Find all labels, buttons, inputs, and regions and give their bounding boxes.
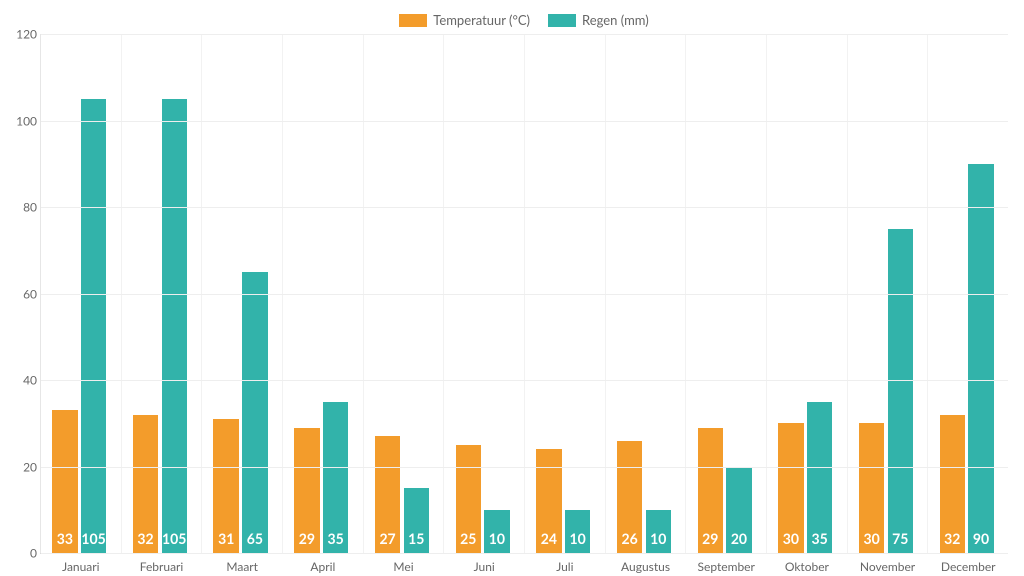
bar-value-label: 27 <box>375 530 400 547</box>
x-tick-label: Augustus <box>606 553 686 574</box>
bar-value-label: 35 <box>807 530 832 547</box>
gridline <box>41 467 1008 468</box>
bar-rain: 20 <box>726 467 751 554</box>
bar-rain: 75 <box>888 229 913 553</box>
bar-rain: 105 <box>81 99 106 553</box>
bar-rain: 35 <box>323 402 348 553</box>
x-tick-label: November <box>848 553 928 574</box>
bar-rain: 65 <box>242 272 267 553</box>
x-tick-label: Juli <box>525 553 605 574</box>
bar-temperature: 30 <box>778 423 803 553</box>
bar-rain: 90 <box>968 164 993 553</box>
y-tick-label: 0 <box>9 546 37 561</box>
bar-value-label: 10 <box>484 530 509 547</box>
bar-temperature: 30 <box>859 423 884 553</box>
bar-value-label: 15 <box>404 530 429 547</box>
bar-value-label: 33 <box>52 530 77 547</box>
gridline <box>41 553 1008 554</box>
gridline <box>41 294 1008 295</box>
bar-value-label: 30 <box>859 530 884 547</box>
bar-temperature: 31 <box>213 419 238 553</box>
bar-value-label: 31 <box>213 530 238 547</box>
y-tick-label: 80 <box>9 200 37 215</box>
bar-temperature: 24 <box>536 449 561 553</box>
bar-value-label: 25 <box>456 530 481 547</box>
bar-temperature: 32 <box>133 415 158 553</box>
y-tick-label: 20 <box>9 459 37 474</box>
bar-value-label: 20 <box>726 530 751 547</box>
bar-value-label: 29 <box>294 530 319 547</box>
gridline <box>41 380 1008 381</box>
legend-item-rain: Regen (mm) <box>548 12 649 28</box>
legend-swatch-rain <box>548 14 576 27</box>
bar-value-label: 105 <box>162 530 187 547</box>
bar-value-label: 105 <box>81 530 106 547</box>
bar-temperature: 26 <box>617 441 642 553</box>
bar-value-label: 30 <box>778 530 803 547</box>
climate-chart: Temperatuur (°C) Regen (mm) 33105Januari… <box>0 0 1024 576</box>
bar-rain: 10 <box>646 510 671 553</box>
legend-item-temp: Temperatuur (°C) <box>399 12 530 28</box>
x-tick-label: Februari <box>122 553 202 574</box>
x-tick-label: Januari <box>41 553 121 574</box>
legend-label-temp: Temperatuur (°C) <box>433 12 530 28</box>
bar-value-label: 35 <box>323 530 348 547</box>
bar-temperature: 33 <box>52 410 77 553</box>
y-tick-label: 120 <box>9 27 37 42</box>
bar-value-label: 10 <box>565 530 590 547</box>
bar-value-label: 32 <box>940 530 965 547</box>
x-tick-label: Maart <box>202 553 282 574</box>
legend: Temperatuur (°C) Regen (mm) <box>40 12 1008 28</box>
bar-value-label: 24 <box>536 530 561 547</box>
bar-value-label: 75 <box>888 530 913 547</box>
x-tick-label: Juni <box>444 553 524 574</box>
bar-rain: 35 <box>807 402 832 553</box>
x-tick-label: December <box>928 553 1008 574</box>
y-tick-label: 60 <box>9 286 37 301</box>
bar-rain: 10 <box>484 510 509 553</box>
x-tick-label: Mei <box>364 553 444 574</box>
x-tick-label: Oktober <box>767 553 847 574</box>
bar-rain: 15 <box>404 488 429 553</box>
bar-temperature: 32 <box>940 415 965 553</box>
plot-area: 33105Januari32105Februari3165Maart2935Ap… <box>40 34 1008 554</box>
bar-value-label: 26 <box>617 530 642 547</box>
bar-value-label: 65 <box>242 530 267 547</box>
bar-rain: 10 <box>565 510 590 553</box>
bar-temperature: 27 <box>375 436 400 553</box>
legend-swatch-temp <box>399 14 427 27</box>
bar-value-label: 10 <box>646 530 671 547</box>
bar-temperature: 25 <box>456 445 481 553</box>
bar-value-label: 32 <box>133 530 158 547</box>
bar-temperature: 29 <box>294 428 319 553</box>
x-tick-label: April <box>283 553 363 574</box>
gridline <box>41 207 1008 208</box>
gridline <box>41 121 1008 122</box>
bar-temperature: 29 <box>698 428 723 553</box>
legend-label-rain: Regen (mm) <box>582 12 649 28</box>
gridline <box>41 34 1008 35</box>
bar-rain: 105 <box>162 99 187 553</box>
x-tick-label: September <box>686 553 766 574</box>
y-tick-label: 100 <box>9 113 37 128</box>
bar-value-label: 90 <box>968 530 993 547</box>
y-tick-label: 40 <box>9 373 37 388</box>
bar-value-label: 29 <box>698 530 723 547</box>
